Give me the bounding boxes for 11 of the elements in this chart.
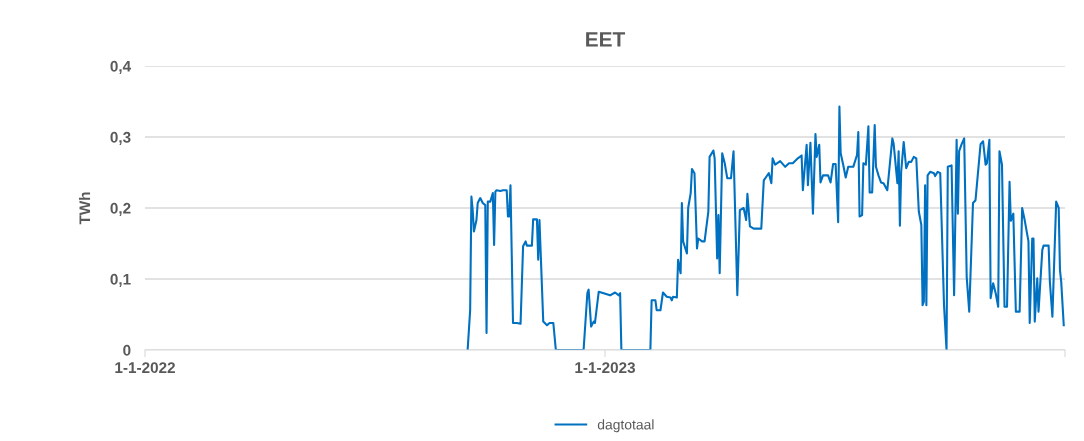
- y-tick-label: 0,1: [110, 273, 131, 287]
- x-tick-label: 1-1-2023: [575, 362, 636, 374]
- y-tick-label: 0: [123, 344, 131, 356]
- x-tick-label: 1-1-2022: [115, 362, 175, 374]
- y-tick-label: 0,2: [110, 202, 131, 216]
- chart-title: EET: [586, 32, 626, 47]
- y-tick-label: 0,4: [110, 60, 132, 74]
- line-series: [466, 105, 1065, 350]
- y-axis-title: TWh: [78, 192, 91, 225]
- y-tick-label: 0,3: [110, 131, 131, 145]
- legend-label: dagtotaal: [597, 419, 654, 433]
